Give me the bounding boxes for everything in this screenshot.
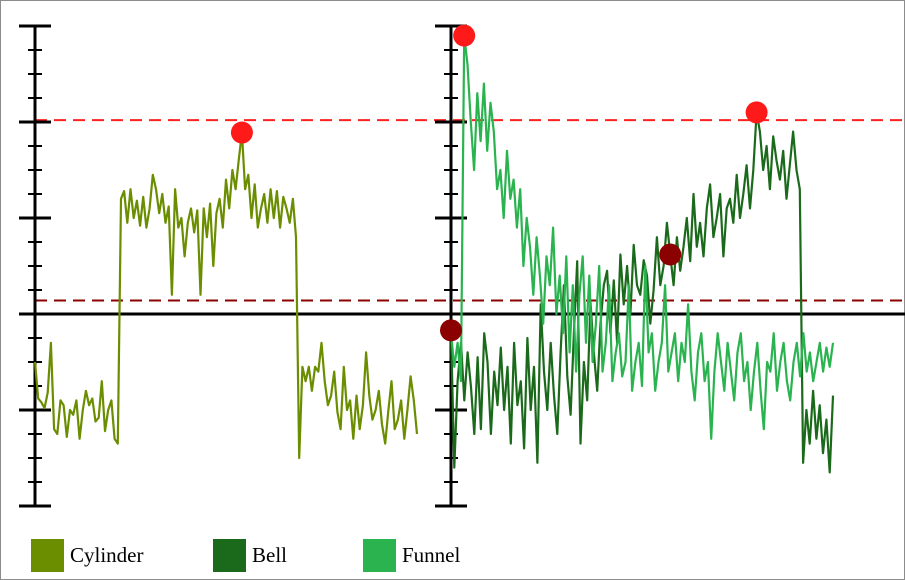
line-chart [19,24,905,508]
legend-item-cylinder: Cylinder [31,539,144,572]
peak-marker [659,243,682,266]
peak-marker [745,101,768,124]
legend-swatch [213,539,246,572]
peak-marker [230,121,253,144]
series-line-funnel [449,34,835,440]
legend-item-funnel: Funnel [363,539,460,572]
legend-label: Cylinder [70,543,144,567]
legend-swatch [31,539,64,572]
peak-marker [440,319,462,342]
legend-label: Funnel [402,543,461,567]
peak-marker [453,24,476,47]
series-line-cylinder [33,131,419,460]
legend-label: Bell [252,543,287,567]
legend-item-bell: Bell [213,539,287,572]
series-line-bell [449,111,835,474]
legend-swatch [363,539,396,572]
